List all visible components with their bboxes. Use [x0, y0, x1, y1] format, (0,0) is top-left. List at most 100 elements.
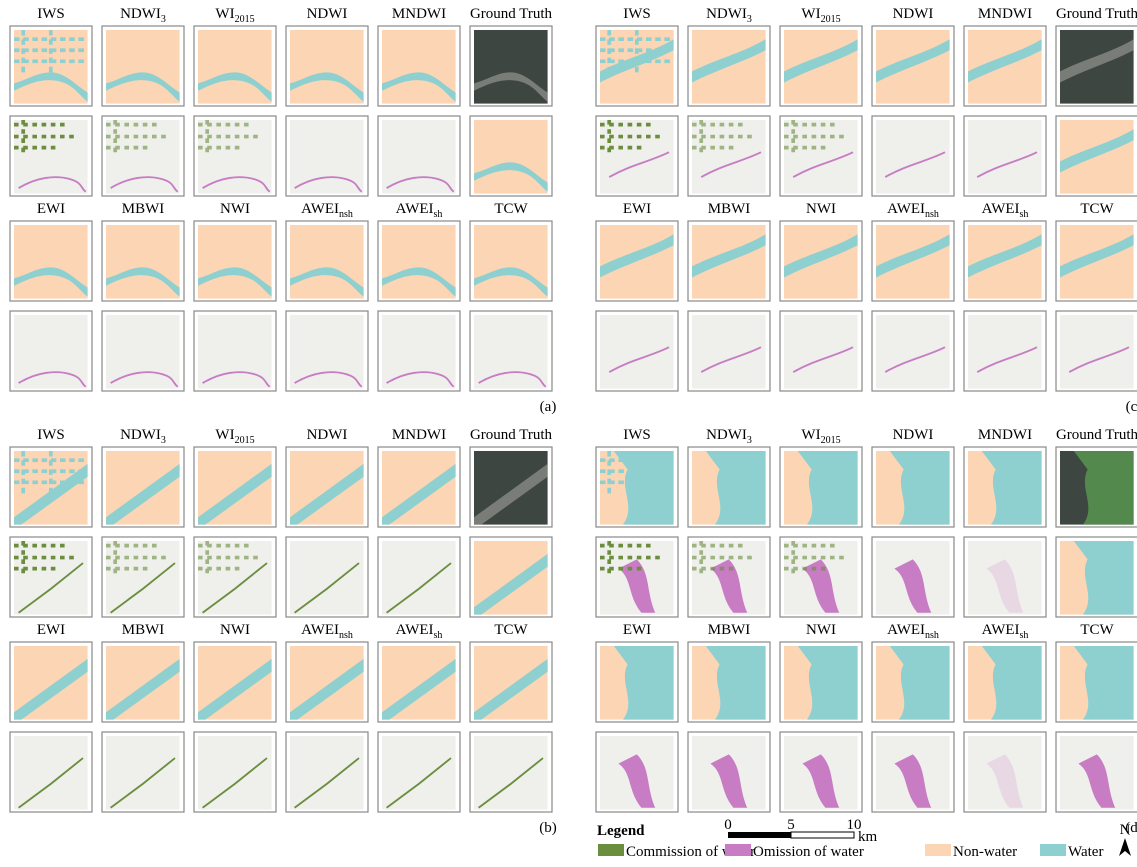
panel-content	[382, 541, 456, 615]
panel-content	[692, 541, 766, 615]
panel-content	[784, 736, 858, 810]
map-panel	[872, 642, 954, 722]
panel-content	[600, 541, 674, 615]
panel-content	[290, 646, 364, 720]
legend-title: Legend	[597, 823, 645, 839]
panel-content	[600, 451, 674, 525]
map-panel	[194, 447, 276, 527]
panel-label: MBWI	[122, 201, 165, 217]
panel-tag: (b)	[539, 820, 557, 836]
panel-label: EWI	[623, 201, 651, 217]
panel-label: AWEInsh	[887, 201, 939, 220]
panel-content	[692, 120, 766, 194]
panel-label: IWS	[623, 6, 651, 22]
panel-label: MBWI	[708, 201, 751, 217]
panel-label: NDWI3	[120, 6, 166, 25]
panel-content	[474, 646, 548, 720]
panel-content	[106, 225, 180, 299]
panel-content	[290, 30, 364, 104]
map-panel	[964, 116, 1046, 196]
label-sub: 2015	[235, 435, 255, 446]
panel-content	[600, 315, 674, 389]
panel-content	[382, 120, 456, 194]
panel-content	[692, 30, 766, 104]
ground-truth-image	[474, 30, 548, 104]
panel-content	[692, 736, 766, 810]
label-sub: sh	[1020, 209, 1029, 220]
panel-content	[14, 541, 88, 615]
map-panel	[688, 116, 770, 196]
panel-content	[198, 120, 272, 194]
panel-content	[290, 541, 364, 615]
panel-content	[198, 451, 272, 525]
map-panel	[1056, 311, 1137, 391]
panel-label: NWI	[220, 201, 250, 217]
map-panel	[688, 311, 770, 391]
panel-content	[784, 225, 858, 299]
panel-content	[106, 30, 180, 104]
panel-content	[968, 736, 1042, 810]
panel-content	[198, 30, 272, 104]
panel-content	[474, 736, 548, 810]
map-panel	[378, 537, 460, 617]
panel-label: AWEIsh	[982, 622, 1029, 641]
map-panel	[470, 26, 552, 106]
panel-content	[968, 541, 1042, 615]
map-panel	[688, 537, 770, 617]
map-panel	[10, 537, 92, 617]
map-panel	[872, 537, 954, 617]
label-base: AWEI	[887, 622, 925, 638]
legend-swatch	[1040, 844, 1066, 856]
label-sub: 3	[161, 435, 166, 446]
map-panel	[10, 26, 92, 106]
panel-content	[382, 225, 456, 299]
panel-label: NDWI	[307, 6, 348, 22]
map-panel	[194, 26, 276, 106]
map-panel	[470, 311, 552, 391]
label-base: WI	[801, 6, 820, 22]
map-panel	[102, 732, 184, 812]
non-water	[290, 30, 364, 104]
background	[382, 541, 456, 615]
map-panel	[10, 311, 92, 391]
panel-content	[968, 451, 1042, 525]
panel-label: NDWI	[893, 6, 934, 22]
panel-content	[784, 315, 858, 389]
non-water	[14, 225, 88, 299]
map-panel	[872, 116, 954, 196]
label-base: NDWI	[706, 427, 747, 443]
background	[106, 736, 180, 810]
panel-content	[600, 736, 674, 810]
panel-content	[106, 315, 180, 389]
panel-label: MNDWI	[392, 427, 446, 443]
map-panel	[102, 221, 184, 301]
panel-content	[600, 30, 674, 104]
label-sub: 3	[747, 14, 752, 25]
map-panel	[194, 116, 276, 196]
panel-label: IWS	[623, 427, 651, 443]
map-panel	[780, 732, 862, 812]
panel-content	[290, 451, 364, 525]
panel-content	[968, 120, 1042, 194]
map-panel	[10, 221, 92, 301]
panel-content	[876, 315, 950, 389]
panel-label: WI2015	[215, 427, 254, 446]
label-sub: nsh	[339, 209, 353, 220]
label-base: AWEI	[301, 622, 339, 638]
map-panel	[596, 732, 678, 812]
panel-label: EWI	[37, 201, 65, 217]
map-panel	[470, 447, 552, 527]
panel-label: WI2015	[801, 6, 840, 25]
map-panel	[470, 116, 552, 196]
north-arrow	[1119, 838, 1131, 856]
map-panel	[102, 116, 184, 196]
panel-content	[692, 315, 766, 389]
map-panel	[688, 221, 770, 301]
map-panel	[1056, 732, 1137, 812]
background	[1060, 315, 1134, 389]
label-base: AWEI	[982, 201, 1020, 217]
panel-content	[784, 120, 858, 194]
map-panel	[286, 732, 368, 812]
map-panel	[470, 221, 552, 301]
panel-content	[1060, 736, 1134, 810]
